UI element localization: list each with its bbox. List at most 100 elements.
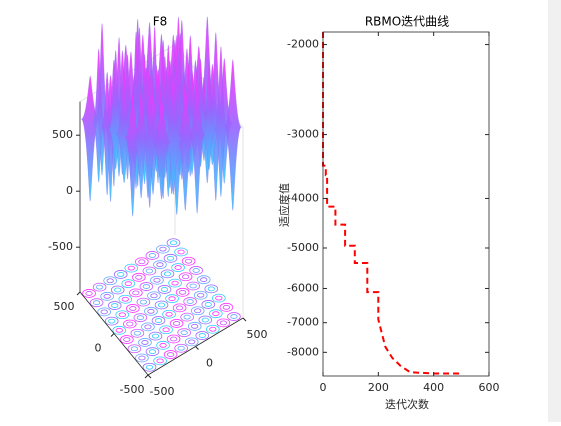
floor-contour <box>180 330 188 336</box>
surface-peak <box>189 67 205 214</box>
floor-contour <box>187 321 202 331</box>
y-tick-label: 500 <box>54 300 75 313</box>
floor-contour <box>156 262 164 268</box>
floor-contour <box>169 240 178 246</box>
floor-contour <box>126 321 134 327</box>
floor-contour <box>141 322 155 332</box>
y-tick <box>144 374 149 379</box>
floor-contour <box>96 284 104 290</box>
floor-contour <box>156 340 170 350</box>
floor-contour <box>219 320 227 326</box>
floor-contour <box>117 272 125 277</box>
floor-contour <box>103 276 117 286</box>
floor-contour <box>142 266 157 276</box>
floor-contour <box>150 293 158 299</box>
floor-contour <box>159 325 173 335</box>
y-tick <box>110 333 115 337</box>
y-tick-label: 0 <box>95 342 102 355</box>
floor-contour <box>189 283 197 289</box>
floor-contour <box>123 319 137 329</box>
floor-contour <box>186 299 194 304</box>
x-tick <box>195 346 199 350</box>
floor-contour <box>173 321 181 326</box>
floor-contour <box>126 304 140 313</box>
floor-contour <box>176 305 184 311</box>
floor-contour <box>123 337 131 342</box>
floor-contour <box>209 326 217 332</box>
floor-contour <box>219 302 234 312</box>
floor-contour <box>212 293 226 303</box>
floor-contour <box>92 282 107 292</box>
floor-contour <box>148 331 163 341</box>
floor-contour <box>166 238 181 248</box>
floor-contour <box>177 328 191 338</box>
floor-contour <box>163 350 178 359</box>
floor-contour <box>192 268 200 273</box>
floor-contour <box>230 314 238 319</box>
x-tick <box>147 374 152 379</box>
floor-contour <box>190 306 205 316</box>
floor-contour <box>124 263 139 273</box>
surface-peak <box>224 59 242 211</box>
floor-contour <box>120 335 134 344</box>
line-plot: 0 200 400 600 -8000 -7000 -6000 -5000 -4000 -3000… <box>287 31 500 394</box>
plot-area <box>323 32 489 376</box>
floor-contour <box>165 311 173 317</box>
floor-contour <box>145 364 154 370</box>
floor-contour <box>147 291 161 301</box>
floor-contour <box>135 257 149 267</box>
floor-contour <box>104 316 119 326</box>
floor-contour <box>182 274 190 280</box>
x-axis-label: 迭代次数 <box>385 397 429 411</box>
floor-contour <box>133 330 141 336</box>
floor-contour <box>142 284 150 289</box>
floor-contour <box>209 309 223 319</box>
floor-contour <box>118 294 133 304</box>
floor-contour <box>100 309 108 315</box>
floor-contour <box>168 296 176 302</box>
floor-contour <box>132 272 146 282</box>
y-tick-label: -5000 <box>287 241 319 254</box>
floor-contour <box>129 288 143 298</box>
surface-peak <box>165 63 182 195</box>
floor-contour <box>150 275 164 285</box>
floor-contour <box>114 287 122 293</box>
floor-contour <box>115 327 123 333</box>
floor-contour <box>107 301 122 310</box>
floor-contour <box>181 256 196 266</box>
floor-contour <box>204 302 212 307</box>
floor-contour <box>166 255 175 261</box>
x-tick-label: 200 <box>368 381 389 394</box>
floor-contour <box>159 342 167 348</box>
chart-title: RBMO迭代曲线 <box>365 15 449 29</box>
floor-contour <box>151 316 166 325</box>
floor-contour <box>207 286 215 292</box>
floor-contour <box>138 355 146 361</box>
x-tick-label: 400 <box>423 381 444 394</box>
floor-contour <box>129 306 137 311</box>
floor-contour <box>177 345 185 351</box>
floor-contour <box>171 280 179 286</box>
floor-contour <box>121 296 129 302</box>
surface-peak <box>214 46 228 197</box>
floor-contour <box>216 318 231 328</box>
floor-contour <box>136 315 144 321</box>
floor-contour <box>157 285 172 294</box>
floor-contour <box>153 356 167 366</box>
floor-contour <box>175 287 190 297</box>
axes-box <box>322 31 490 377</box>
floor-contour <box>157 302 166 308</box>
figure-border <box>548 0 561 422</box>
floor-contour <box>154 318 163 323</box>
floor-contour <box>189 266 203 275</box>
floor-contour <box>172 303 187 313</box>
y-tick <box>76 291 81 296</box>
floor-contour <box>178 272 193 282</box>
floor-contour <box>142 362 157 372</box>
floor-contour <box>160 269 175 279</box>
floor-contour <box>156 244 170 254</box>
floor-contour <box>110 285 125 295</box>
floor-contour <box>136 297 151 307</box>
